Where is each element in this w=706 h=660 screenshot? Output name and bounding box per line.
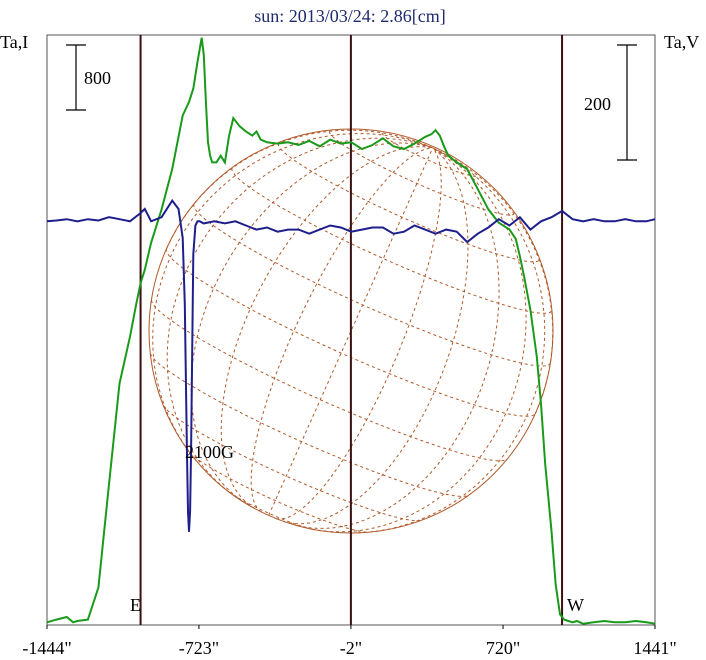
- grid-latitude-line: [381, 132, 479, 177]
- scale-bar-left-label: 800: [84, 68, 111, 88]
- right-axis-label: Ta,V: [664, 32, 699, 52]
- grid-meridian-line: [276, 147, 442, 520]
- grid-latitude-line: [328, 131, 515, 216]
- solar-disk: [148, 128, 554, 534]
- left-axis-label: Ta,I: [0, 32, 28, 52]
- limb-label-east: E: [130, 595, 141, 615]
- x-axis-ticks: -1444" -723" -2" 720" 1441": [22, 625, 677, 658]
- limb-label-west: W: [567, 595, 584, 615]
- grid-meridian-line: [312, 147, 527, 533]
- chart-title: sun: 2013/03/24: 2.86[cm]: [254, 6, 446, 26]
- series-line-intensity: [46, 37, 656, 625]
- grid-meridian-line: [190, 142, 433, 502]
- grid-meridian-line: [357, 147, 546, 534]
- grid-meridian-line: [250, 147, 433, 513]
- vertical-reference-lines: [139, 35, 564, 625]
- x-tick-label-0: -1444": [22, 638, 71, 658]
- series-line-polarization: [46, 198, 656, 532]
- scale-bar-right: [617, 44, 637, 161]
- scale-bar-left: [66, 44, 86, 111]
- grid-meridian-line: [152, 133, 433, 461]
- grid-meridian-line: [166, 137, 433, 493]
- scale-bar-right-label: 200: [584, 94, 611, 114]
- grid-latitude-line: [165, 248, 536, 417]
- field-strength-annotation: 2100G: [185, 442, 234, 462]
- grid-latitude-line: [162, 405, 421, 522]
- grid-latitude-line: [228, 491, 314, 530]
- grid-meridian-line: [283, 147, 469, 525]
- grid-latitude-line: [150, 299, 508, 462]
- x-tick-label-3: 720": [486, 638, 520, 658]
- x-tick-label-1: -723": [179, 638, 219, 658]
- grid-latitude-line: [189, 452, 368, 533]
- heliographic-grid: [149, 129, 554, 534]
- grid-meridian-line: [432, 147, 554, 414]
- grid-meridian-line: [296, 147, 500, 529]
- grid-meridian-line: [268, 147, 434, 516]
- grid-meridian-line: [220, 146, 433, 509]
- x-tick-label-4: 1441": [633, 638, 676, 658]
- x-tick-label-2: -2": [340, 638, 362, 658]
